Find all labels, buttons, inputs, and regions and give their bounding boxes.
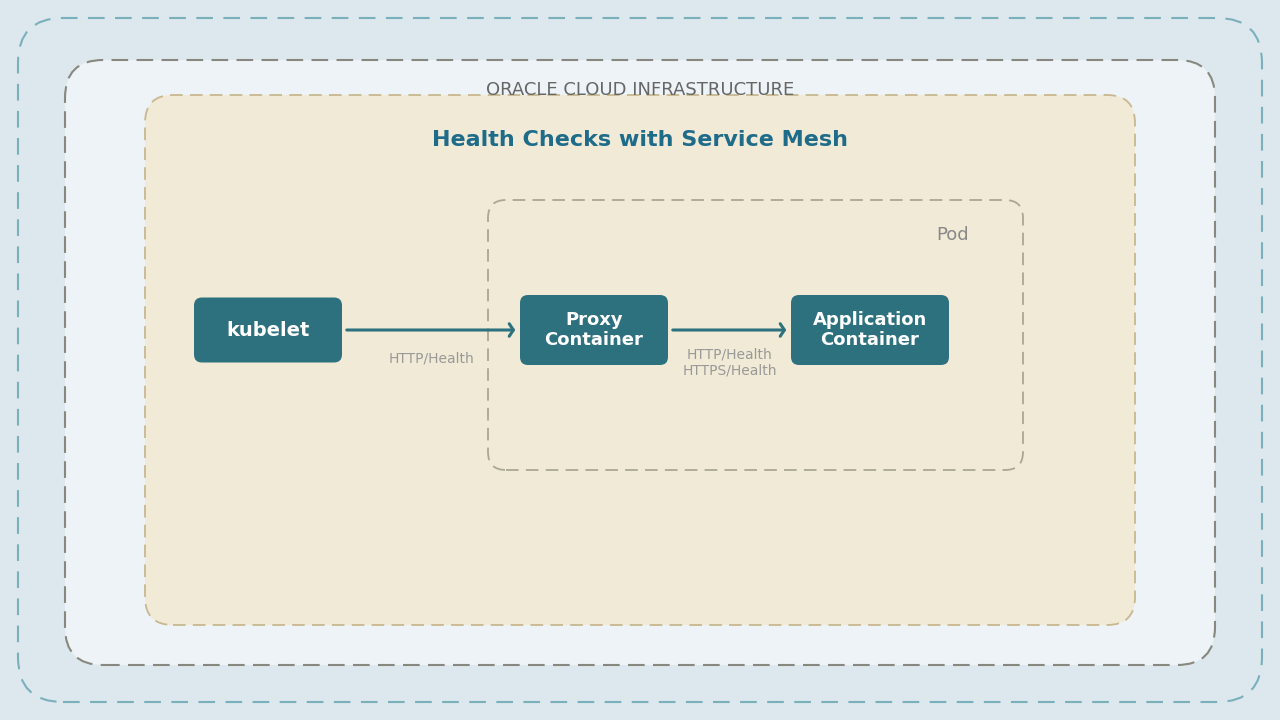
Text: HTTPS/Health: HTTPS/Health <box>682 363 777 377</box>
Text: Proxy
Container: Proxy Container <box>544 310 644 349</box>
FancyBboxPatch shape <box>520 295 668 365</box>
FancyBboxPatch shape <box>65 60 1215 665</box>
FancyBboxPatch shape <box>488 200 1023 470</box>
Text: Pod: Pod <box>937 226 969 244</box>
FancyBboxPatch shape <box>195 297 342 362</box>
FancyBboxPatch shape <box>791 295 948 365</box>
Text: Application
Container: Application Container <box>813 310 927 349</box>
Text: HTTP/Health: HTTP/Health <box>388 352 474 366</box>
Text: kubelet: kubelet <box>227 320 310 340</box>
FancyBboxPatch shape <box>18 18 1262 702</box>
Text: HTTP/Health: HTTP/Health <box>686 348 772 362</box>
Text: ORACLE CLOUD INFRASTRUCTURE: ORACLE CLOUD INFRASTRUCTURE <box>486 81 794 99</box>
Text: Health Checks with Service Mesh: Health Checks with Service Mesh <box>433 130 849 150</box>
FancyBboxPatch shape <box>145 95 1135 625</box>
